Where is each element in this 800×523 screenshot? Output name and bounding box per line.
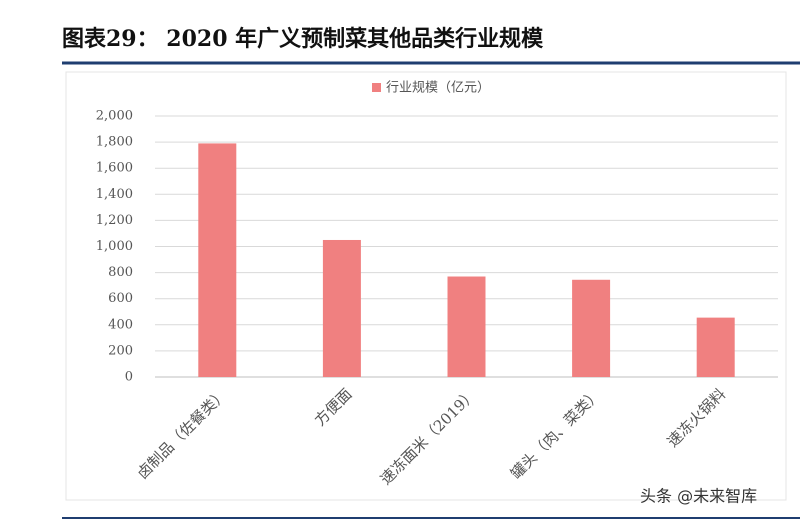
y-tick-label: 1,800 — [96, 135, 133, 150]
y-tick-label: 0 — [125, 370, 133, 385]
bar — [447, 276, 486, 377]
bar — [322, 239, 361, 377]
y-tick-label: 1,600 — [96, 161, 133, 176]
y-tick-label: 200 — [108, 343, 133, 358]
bar — [572, 279, 611, 377]
x-tick-label: 卤制品（佐餐类） — [133, 385, 231, 483]
y-tick-label: 600 — [108, 291, 133, 306]
y-tick-label: 400 — [108, 317, 133, 332]
bar — [198, 143, 237, 377]
x-tick-label: 方便面 — [311, 385, 356, 430]
x-tick-label: 罐头（肉、菜类） — [507, 385, 605, 483]
legend-swatch — [372, 83, 381, 92]
bar — [696, 317, 735, 377]
chart-title: 图表29： 2020 年广义预制菜其他品类行业规模 — [62, 26, 544, 52]
x-tick-label: 速冻火锅料 — [664, 385, 730, 451]
y-tick-label: 800 — [108, 265, 133, 280]
y-tick-label: 2,000 — [96, 109, 133, 124]
legend-label: 行业规模（亿元） — [386, 81, 490, 96]
y-tick-label: 1,000 — [96, 239, 133, 254]
x-tick-label: 速冻面米（2019） — [377, 385, 480, 488]
watermark: 头条 @未来智库 — [640, 487, 757, 506]
y-tick-label: 1,200 — [96, 213, 133, 228]
y-tick-label: 1,400 — [96, 187, 133, 202]
plot-frame — [65, 71, 787, 501]
